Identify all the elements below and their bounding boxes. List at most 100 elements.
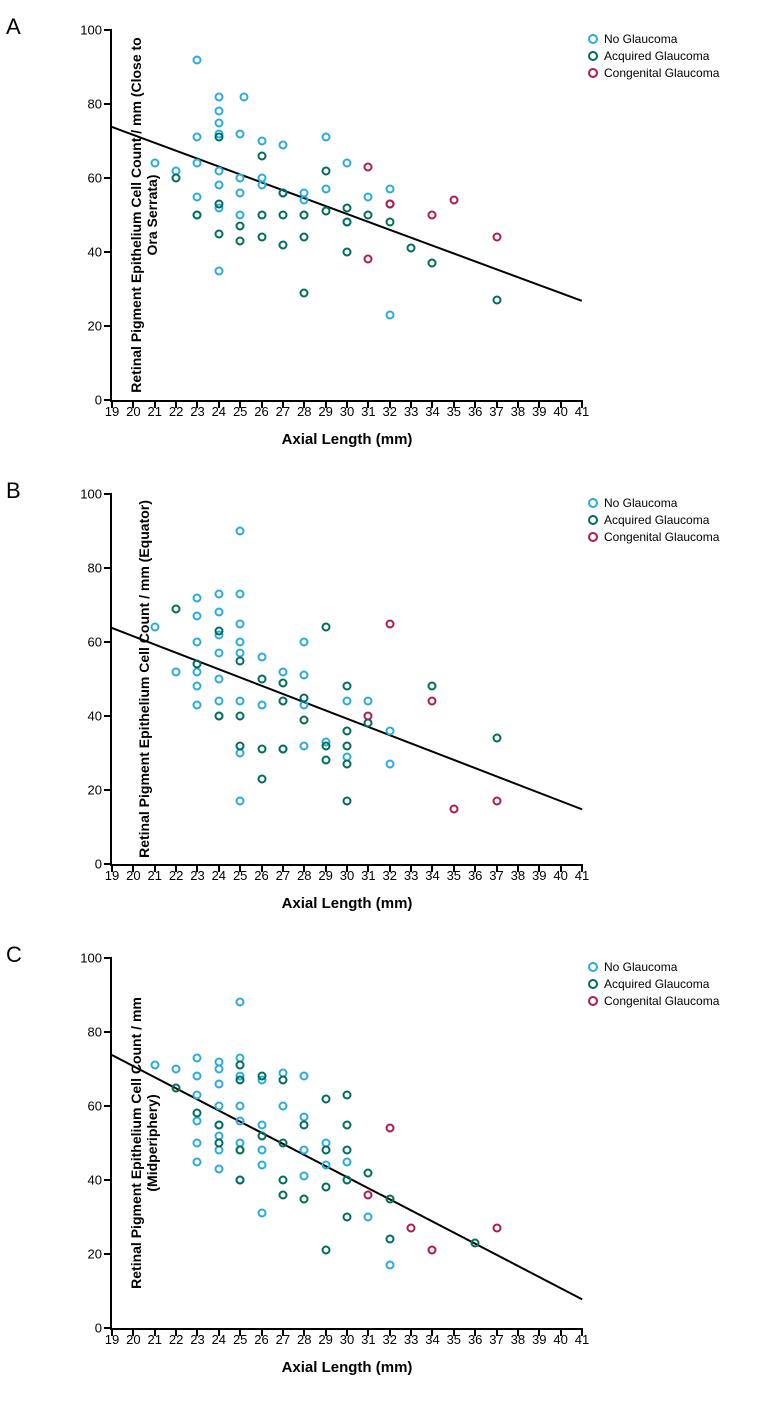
legend-label: Congenital Glaucoma (604, 66, 719, 80)
data-point (278, 745, 287, 754)
legend-item: Congenital Glaucoma (588, 530, 719, 544)
plot-area-c: Retinal Pigment Epithelium Cell Count / … (110, 958, 582, 1330)
x-tick-label: 31 (361, 404, 375, 419)
x-tick-label: 38 (511, 1332, 525, 1347)
data-point (321, 1094, 330, 1103)
data-point (257, 1161, 266, 1170)
x-tick-label: 22 (169, 404, 183, 419)
x-tick-label: 31 (361, 868, 375, 883)
y-tick-label: 80 (72, 561, 102, 576)
legend-label: Acquired Glaucoma (604, 513, 709, 527)
data-point (214, 1120, 223, 1129)
data-point (343, 218, 352, 227)
data-point (193, 211, 202, 220)
data-point (257, 745, 266, 754)
data-point (343, 797, 352, 806)
y-tick-label: 40 (72, 245, 102, 260)
data-point (343, 1213, 352, 1222)
data-point (193, 1090, 202, 1099)
data-point (428, 697, 437, 706)
legend-item: Congenital Glaucoma (588, 66, 719, 80)
data-point (214, 649, 223, 658)
data-point (300, 196, 309, 205)
data-point (278, 1190, 287, 1199)
data-point (214, 697, 223, 706)
x-tick-label: 25 (233, 404, 247, 419)
x-tick-label: 28 (297, 868, 311, 883)
plot-area-a: Retinal Pigment Epithelium Cell Count / … (110, 30, 582, 402)
data-point (321, 1183, 330, 1192)
x-tick-label: 28 (297, 404, 311, 419)
data-point (214, 166, 223, 175)
x-tick-label: 39 (532, 404, 546, 419)
data-point (257, 1146, 266, 1155)
x-tick-label: 40 (553, 1332, 567, 1347)
legend-label: Acquired Glaucoma (604, 49, 709, 63)
data-point (343, 682, 352, 691)
data-point (492, 296, 501, 305)
x-tick-label: 30 (340, 1332, 354, 1347)
data-point (385, 1194, 394, 1203)
data-point (321, 623, 330, 632)
x-axis-label-a: Axial Length (mm) (282, 431, 413, 448)
y-tick (104, 251, 112, 253)
legend-label: Acquired Glaucoma (604, 977, 709, 991)
data-point (343, 1090, 352, 1099)
data-point (343, 248, 352, 257)
data-point (193, 1157, 202, 1166)
legend-label: No Glaucoma (604, 32, 677, 46)
y-tick-label: 80 (72, 1025, 102, 1040)
y-tick-label: 20 (72, 319, 102, 334)
data-point (150, 159, 159, 168)
data-point (193, 1072, 202, 1081)
trendline (112, 627, 583, 810)
data-point (321, 207, 330, 216)
legend-swatch-icon (588, 68, 598, 78)
data-point (214, 1065, 223, 1074)
data-point (236, 712, 245, 721)
data-point (364, 255, 373, 264)
y-tick (104, 103, 112, 105)
data-point (300, 1072, 309, 1081)
x-tick-label: 33 (404, 404, 418, 419)
data-point (278, 211, 287, 220)
x-tick-label: 37 (489, 404, 503, 419)
figure-root: A Retinal Pigment Epithelium Cell Count … (0, 0, 764, 1422)
data-point (214, 92, 223, 101)
data-point (385, 310, 394, 319)
data-point (214, 589, 223, 598)
data-point (193, 593, 202, 602)
x-tick-label: 34 (425, 404, 439, 419)
data-point (343, 1146, 352, 1155)
y-tick-label: 60 (72, 1099, 102, 1114)
legend-swatch-icon (588, 962, 598, 972)
legend-label: No Glaucoma (604, 960, 677, 974)
x-tick-label: 27 (276, 404, 290, 419)
data-point (300, 1172, 309, 1181)
y-tick (104, 957, 112, 959)
x-tick-label: 23 (190, 868, 204, 883)
data-point (321, 1146, 330, 1155)
data-point (343, 1120, 352, 1129)
data-point (193, 612, 202, 621)
data-point (343, 697, 352, 706)
data-point (492, 1224, 501, 1233)
panel-label-c: C (6, 942, 22, 968)
data-point (278, 667, 287, 676)
x-tick-label: 23 (190, 1332, 204, 1347)
y-tick (104, 177, 112, 179)
data-point (300, 1194, 309, 1203)
x-tick-label: 33 (404, 868, 418, 883)
data-point (278, 1176, 287, 1185)
y-tick (104, 29, 112, 31)
data-point (214, 199, 223, 208)
legend-item: No Glaucoma (588, 496, 719, 510)
y-tick-label: 20 (72, 1247, 102, 1262)
legend-item: Acquired Glaucoma (588, 977, 719, 991)
data-point (214, 181, 223, 190)
data-point (236, 589, 245, 598)
x-tick-label: 26 (254, 1332, 268, 1347)
y-tick (104, 567, 112, 569)
data-point (385, 726, 394, 735)
data-point (278, 188, 287, 197)
